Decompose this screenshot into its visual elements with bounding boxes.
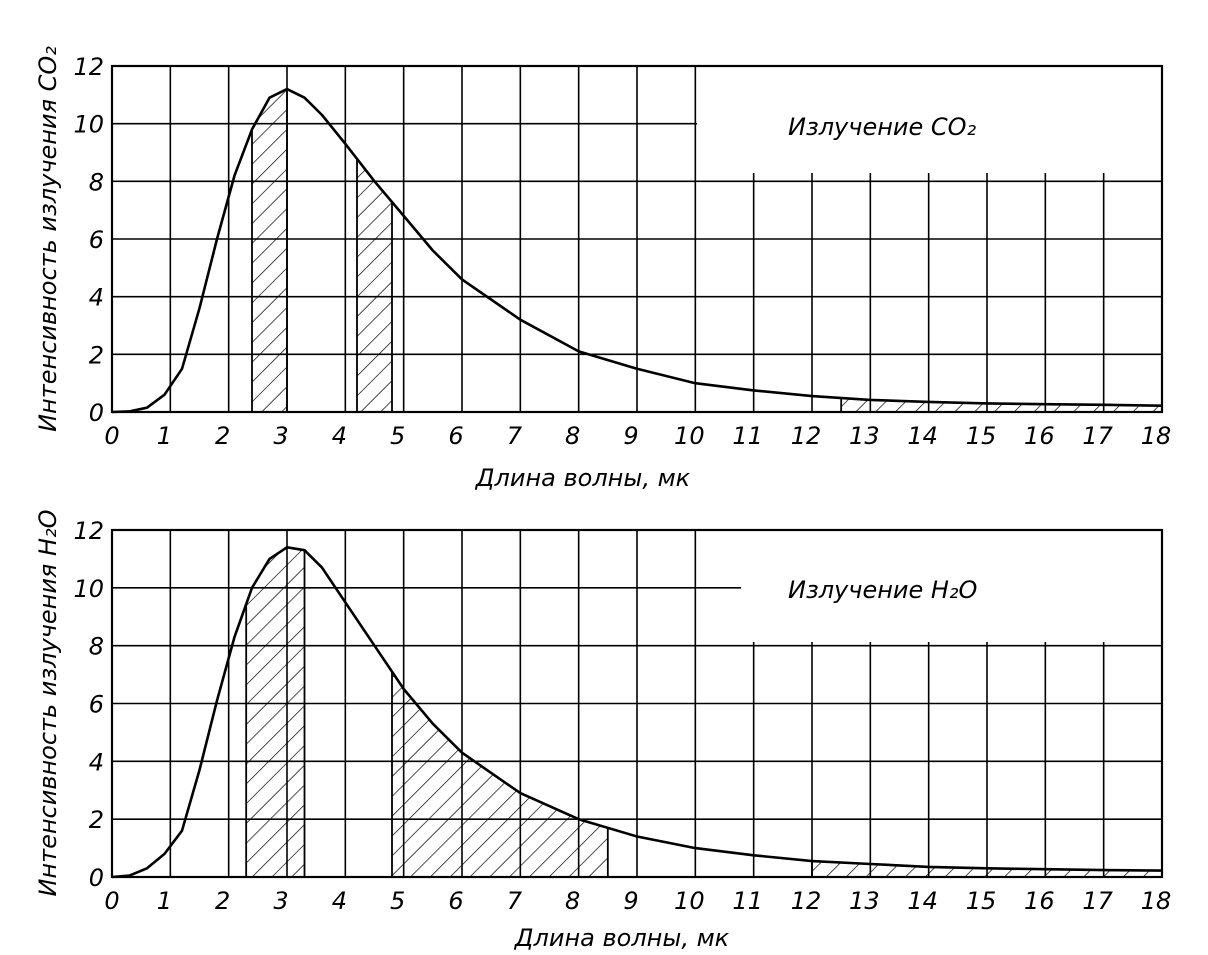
x-tick-label: 3 bbox=[273, 422, 288, 450]
x-tick-label: 11 bbox=[732, 422, 763, 450]
y-tick-label: 2 bbox=[89, 341, 104, 369]
y-tick-labels: 0 2 4 6 8 10 12 bbox=[73, 53, 104, 427]
x-tick-label: 9 bbox=[623, 887, 638, 915]
x-tick-label: 7 bbox=[507, 887, 523, 915]
y-tick-label: 12 bbox=[73, 53, 104, 81]
x-tick-label: 5 bbox=[390, 887, 405, 915]
plot-frame bbox=[110, 64, 1164, 414]
x-tick-label: 0 bbox=[104, 887, 119, 915]
x-tick-label: 6 bbox=[448, 887, 463, 915]
x-tick-label: 11 bbox=[732, 887, 763, 915]
y-tick-label: 0 bbox=[89, 399, 104, 427]
x-tick-label: 16 bbox=[1024, 887, 1055, 915]
x-tick-label: 12 bbox=[791, 422, 822, 450]
x-tick-label: 14 bbox=[907, 887, 938, 915]
x-tick-label: 18 bbox=[1141, 887, 1172, 915]
x-tick-label: 12 bbox=[791, 887, 822, 915]
x-tick-label: 10 bbox=[674, 887, 705, 915]
x-axis-label: Длина волны, мк bbox=[514, 924, 730, 952]
x-tick-label: 5 bbox=[390, 422, 405, 450]
y-tick-label: 6 bbox=[89, 226, 104, 254]
x-tick-labels: 0 1 2 3 4 5 6 7 8 9 10 11 12 13 14 15 16 17 18 bbox=[104, 422, 1171, 450]
plot-frame bbox=[110, 528, 1164, 879]
x-tick-label: 14 bbox=[907, 422, 938, 450]
x-tick-label: 15 bbox=[966, 887, 997, 915]
x-axis-label: Длина волны, мк bbox=[475, 464, 691, 492]
y-axis-label: Интенсивность излучения CO₂ bbox=[34, 46, 62, 432]
y-tick-label: 0 bbox=[89, 864, 104, 892]
x-tick-label: 18 bbox=[1141, 422, 1172, 450]
x-tick-label: 7 bbox=[507, 422, 523, 450]
x-tick-label: 9 bbox=[623, 422, 638, 450]
y-tick-label: 4 bbox=[89, 284, 104, 312]
x-tick-label: 8 bbox=[565, 887, 580, 915]
x-tick-label: 8 bbox=[565, 422, 580, 450]
y-tick-label: 6 bbox=[89, 691, 104, 719]
y-tick-label: 2 bbox=[89, 806, 104, 834]
y-tick-label: 8 bbox=[89, 168, 104, 196]
x-tick-label: 1 bbox=[157, 422, 172, 450]
emission-curve bbox=[111, 546, 1163, 879]
x-tick-label: 2 bbox=[215, 422, 230, 450]
y-tick-label: 10 bbox=[73, 111, 104, 139]
y-axis-label: Интенсивность излучения H₂O bbox=[34, 509, 62, 896]
chart-annotation: Излучение CO₂ bbox=[788, 113, 977, 141]
chart-annotation: Излучение H₂O bbox=[788, 576, 977, 604]
x-tick-label: 1 bbox=[157, 887, 172, 915]
x-tick-label: 3 bbox=[273, 887, 288, 915]
x-tick-label: 13 bbox=[849, 422, 880, 450]
absorption-band bbox=[391, 668, 609, 878]
y-tick-label: 12 bbox=[73, 517, 104, 545]
x-tick-label: 16 bbox=[1024, 422, 1055, 450]
absorption-band bbox=[245, 546, 306, 878]
x-tick-label: 13 bbox=[849, 887, 880, 915]
x-tick-label: 10 bbox=[674, 422, 705, 450]
y-tick-label: 10 bbox=[73, 575, 104, 603]
x-tick-label: 6 bbox=[448, 422, 463, 450]
annotation-background bbox=[741, 530, 1162, 642]
emission-curve bbox=[111, 87, 1163, 414]
x-tick-label: 0 bbox=[104, 422, 119, 450]
x-tick-labels: 0 1 2 3 4 5 6 7 8 9 10 11 12 13 14 15 16 17 18 bbox=[104, 887, 1171, 915]
y-tick-label: 4 bbox=[89, 748, 104, 776]
absorption-band bbox=[251, 87, 288, 413]
x-tick-label: 4 bbox=[332, 422, 347, 450]
x-tick-label: 17 bbox=[1082, 887, 1113, 915]
annotation-background bbox=[697, 66, 1162, 173]
x-tick-label: 15 bbox=[966, 422, 997, 450]
absorption-bands bbox=[251, 87, 1163, 413]
x-tick-label: 4 bbox=[332, 887, 347, 915]
x-tick-label: 17 bbox=[1082, 422, 1113, 450]
x-tick-label: 2 bbox=[215, 887, 230, 915]
y-tick-labels: 0 2 4 6 8 10 12 bbox=[73, 517, 104, 892]
y-tick-label: 8 bbox=[89, 633, 104, 661]
